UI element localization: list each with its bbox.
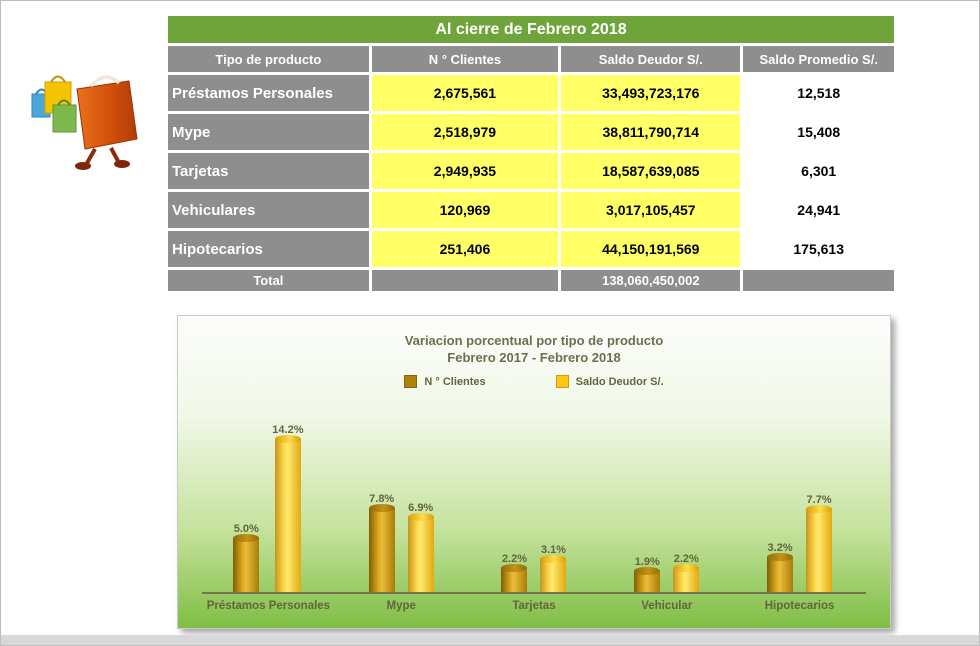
product-name-cell: Vehiculares xyxy=(168,192,369,228)
chart-title: Variacion porcentual por tipo de product… xyxy=(404,333,664,348)
bar-value-label: 6.9% xyxy=(408,502,434,514)
category-axis: Préstamos Personales Mype Tarjetas Vehicula… xyxy=(202,600,866,612)
category-label: Hipotecarios xyxy=(764,600,835,612)
chart-subtitle: Febrero 2017 - Febrero 2018 xyxy=(447,350,621,365)
table-row: Vehiculares 120,969 3,017,105,457 24,941 xyxy=(168,192,894,228)
bar-value-label: 14.2% xyxy=(272,424,304,436)
product-name-cell: Préstamos Personales xyxy=(168,75,369,111)
bar-saldo-deudor xyxy=(274,435,301,592)
clientes-value-cell: 2,949,935 xyxy=(371,153,559,189)
total-empty-clientes xyxy=(371,270,559,291)
legend-label-saldo-deudor: Saldo Deudor S/. xyxy=(575,375,664,388)
bar-with-label: 6.9% xyxy=(407,502,434,592)
bar-clientes xyxy=(501,564,528,592)
legend-label-clientes: N ° Clientes xyxy=(424,375,486,388)
col-header-clientes: N ° Clientes xyxy=(371,46,559,72)
bar-chart: Variacion porcentual por tipo de product… xyxy=(177,315,891,629)
saldo-promedio-value-cell: 15,408 xyxy=(743,114,894,150)
saldo-deudor-value-cell: 3,017,105,457 xyxy=(561,192,741,228)
bar-clientes xyxy=(233,534,260,592)
bar-group: 3.2% 7.7% xyxy=(733,494,866,592)
bar-with-label: 2.2% xyxy=(673,553,700,592)
col-header-tipo-producto: Tipo de producto xyxy=(168,46,369,72)
saldo-promedio-value-cell: 24,941 xyxy=(743,192,894,228)
window-bottom-strip xyxy=(1,635,979,645)
bar-with-label: 7.7% xyxy=(806,494,833,592)
saldo-promedio-value-cell: 12,518 xyxy=(743,75,894,111)
total-empty-promedio xyxy=(743,270,894,291)
bar-with-label: 5.0% xyxy=(233,523,260,592)
bar-saldo-deudor xyxy=(540,555,567,592)
bar-value-label: 3.2% xyxy=(767,542,793,554)
saldo-deudor-value-cell: 38,811,790,714 xyxy=(561,114,741,150)
saldo-deudor-value-cell: 33,493,723,176 xyxy=(561,75,741,111)
clientes-value-cell: 2,518,979 xyxy=(371,114,559,150)
bar-value-label: 2.2% xyxy=(501,553,528,565)
chart-legend: N ° Clientes Saldo Deudor S/. xyxy=(178,375,890,388)
legend-item-saldo-deudor: Saldo Deudor S/. xyxy=(555,375,664,388)
col-header-saldo-deudor: Saldo Deudor S/. xyxy=(561,46,741,72)
table-title: Al cierre de Febrero 2018 xyxy=(168,16,894,43)
saldo-promedio-value-cell: 175,613 xyxy=(743,231,894,267)
table-header-row: Tipo de producto N ° Clientes Saldo Deud… xyxy=(168,46,894,72)
bar-with-label: 7.8% xyxy=(368,493,395,592)
saldo-deudor-value-cell: 18,587,639,085 xyxy=(561,153,741,189)
table-body: Préstamos Personales 2,675,561 33,493,723,… xyxy=(168,75,894,267)
total-saldo-deudor: 138,060,450,002 xyxy=(561,270,741,291)
legend-swatch-clientes-icon xyxy=(404,375,418,388)
bar-with-label: 14.2% xyxy=(272,424,304,592)
bar-clientes xyxy=(368,504,395,592)
bar-with-label: 3.2% xyxy=(767,542,794,592)
bar-group: 7.8% 6.9% xyxy=(335,493,468,592)
category-label: Préstamos Personales xyxy=(206,600,331,612)
bar-saldo-deudor xyxy=(806,505,833,592)
bar-with-label: 2.2% xyxy=(501,553,528,592)
summary-table: Al cierre de Febrero 2018 Tipo de produc… xyxy=(165,13,897,294)
clientes-value-cell: 251,406 xyxy=(371,231,559,267)
bar-value-label: 2.2% xyxy=(673,553,699,565)
bar-saldo-deudor xyxy=(673,564,700,592)
table-row: Tarjetas 2,949,935 18,587,639,085 6,301 xyxy=(168,153,894,189)
clientes-value-cell: 120,969 xyxy=(371,192,559,228)
bar-value-label: 5.0% xyxy=(233,523,259,535)
product-name-cell: Mype xyxy=(168,114,369,150)
category-label: Mype xyxy=(386,600,416,612)
table-row: Préstamos Personales 2,675,561 33,493,723,… xyxy=(168,75,894,111)
bar-value-label: 1.9% xyxy=(634,556,660,568)
product-name-cell: Hipotecarios xyxy=(168,231,369,267)
shopping-bags-illustration xyxy=(25,59,157,177)
clientes-value-cell: 2,675,561 xyxy=(371,75,559,111)
bar-group: 2.2% 3.1% xyxy=(468,544,601,592)
table-row: Hipotecarios 251,406 44,150,191,569 175,613 xyxy=(168,231,894,267)
saldo-promedio-value-cell: 6,301 xyxy=(743,153,894,189)
saldo-deudor-value-cell: 44,150,191,569 xyxy=(561,231,741,267)
category-label: Vehicular xyxy=(641,600,693,612)
total-row: Total 138,060,450,002 xyxy=(168,270,894,291)
bar-with-label: 1.9% xyxy=(634,556,661,592)
bar-with-label: 3.1% xyxy=(540,544,567,592)
plot-area: 5.0% 14.2% 7.8% 6.9% 2.2% 3.1% 1.9% 2.2% 3.2% 7.7… xyxy=(202,406,866,594)
bar-value-label: 7.7% xyxy=(806,494,832,506)
bar-saldo-deudor xyxy=(407,513,434,592)
bar-group: 1.9% 2.2% xyxy=(600,553,733,592)
shopping-bags-icon xyxy=(31,75,138,170)
col-header-saldo-promedio: Saldo Promedio S/. xyxy=(743,46,894,72)
product-name-cell: Tarjetas xyxy=(168,153,369,189)
legend-item-clientes: N ° Clientes xyxy=(404,375,486,388)
bar-clientes xyxy=(767,553,794,592)
bar-group: 5.0% 14.2% xyxy=(202,424,335,592)
legend-swatch-saldo-deudor-icon xyxy=(555,375,569,388)
bar-clientes xyxy=(634,567,661,592)
total-label: Total xyxy=(168,270,369,291)
bar-value-label: 3.1% xyxy=(540,544,567,556)
category-label: Tarjetas xyxy=(512,600,556,612)
bar-value-label: 7.8% xyxy=(369,493,395,505)
table-row: Mype 2,518,979 38,811,790,714 15,408 xyxy=(168,114,894,150)
table-title-row: Al cierre de Febrero 2018 xyxy=(168,16,894,43)
